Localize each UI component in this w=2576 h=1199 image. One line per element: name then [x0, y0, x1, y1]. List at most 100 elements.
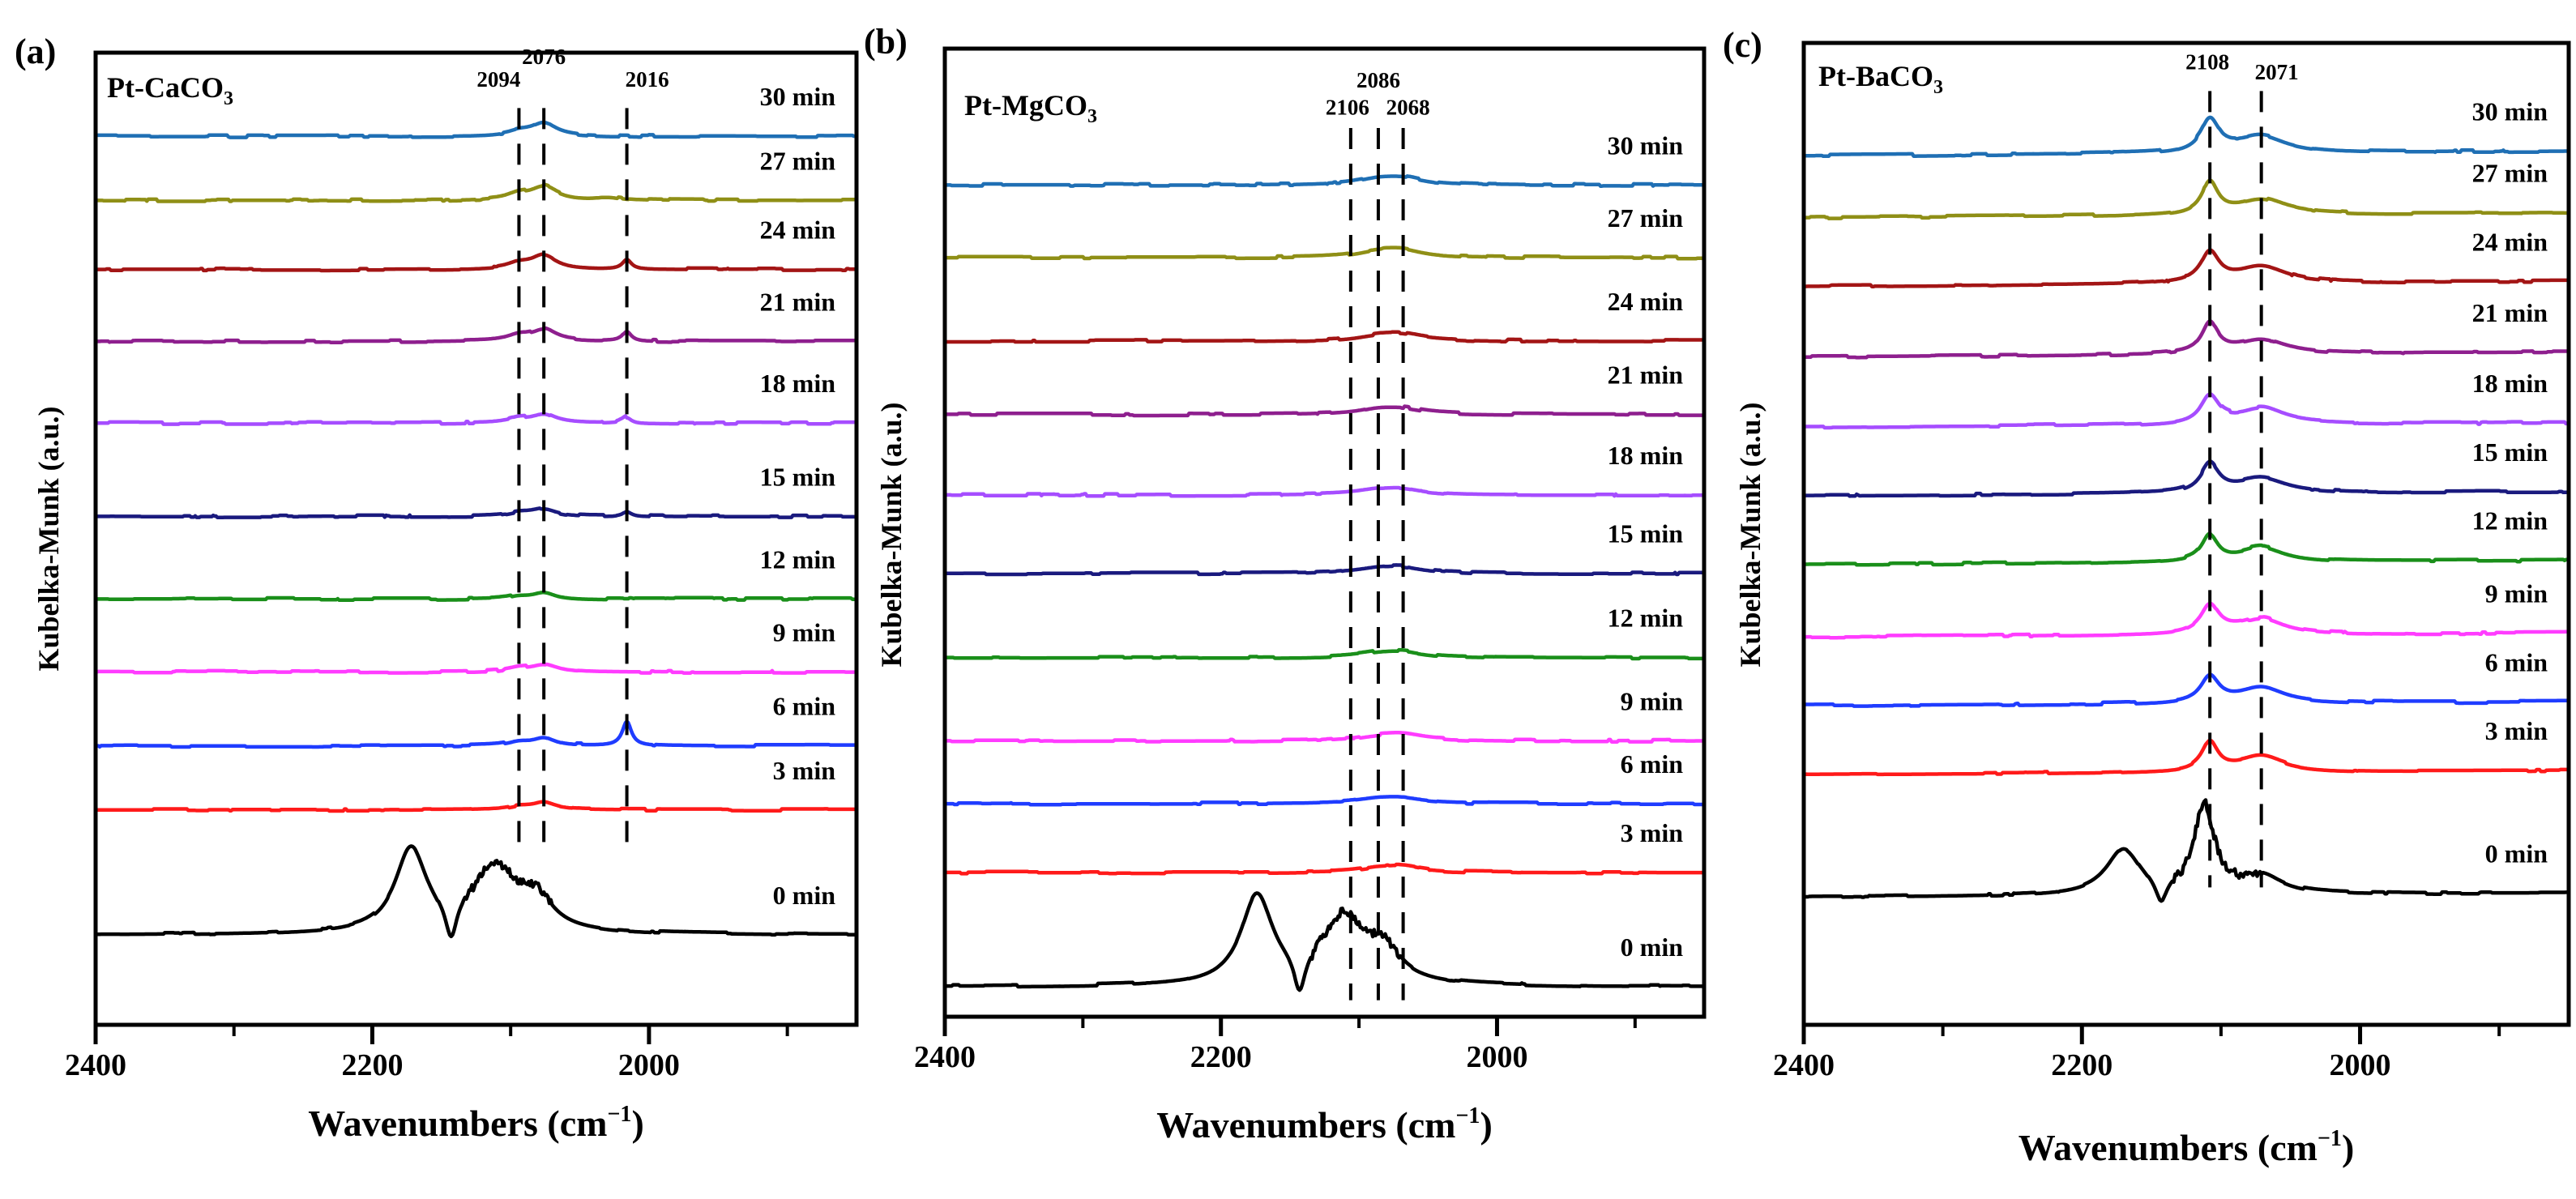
- series-line-12-min: [944, 647, 1705, 661]
- series-label: 12 min: [760, 544, 836, 574]
- series-label: 21 min: [760, 287, 836, 316]
- series-line-6-min: [944, 795, 1705, 807]
- sample-title: Pt-MgCO3: [964, 89, 1097, 127]
- sample-title-sub: 3: [224, 88, 233, 109]
- x-tick-label: 2000: [1466, 1040, 1527, 1074]
- series-label: 0 min: [773, 881, 836, 910]
- x-tick-label: 2200: [2051, 1048, 2112, 1082]
- series-label: 30 min: [2472, 96, 2548, 126]
- peak-marker-label: 2094: [476, 67, 520, 92]
- series-label: 0 min: [2485, 839, 2548, 868]
- series-line-21-min: [1803, 319, 2570, 360]
- x-tick-label: 2200: [1190, 1040, 1252, 1074]
- panel-label: (a): [15, 32, 56, 71]
- panel-label: (b): [864, 22, 908, 62]
- series-label: 15 min: [2472, 437, 2548, 467]
- plot-frame: [93, 50, 859, 1027]
- series-label: 24 min: [760, 215, 836, 245]
- x-tick-label: 2400: [65, 1048, 126, 1082]
- series-line-27-min: [1803, 178, 2570, 220]
- series-line-27-min: [95, 182, 857, 203]
- series-label: 3 min: [773, 756, 836, 785]
- series-line-12-min: [95, 591, 857, 603]
- series-line-12-min: [1803, 531, 2570, 567]
- peak-marker-label: 2106: [1326, 95, 1369, 119]
- series-label: 3 min: [2485, 716, 2548, 745]
- series-label: 24 min: [1608, 287, 1684, 316]
- x-axis-label-sup: −1: [1455, 1103, 1480, 1129]
- series-line-9-min: [1803, 601, 2570, 640]
- series-label: 21 min: [1608, 361, 1684, 390]
- x-axis-label-main: Wavenumbers (cm: [1156, 1104, 1455, 1146]
- sample-title: Pt-CaCO3: [107, 71, 233, 109]
- plot-frame: [1801, 41, 2571, 1027]
- x-axis-label: Wavenumbers (cm−1): [2019, 1126, 2355, 1168]
- peak-marker-label: 2076: [522, 45, 566, 69]
- series-label: 30 min: [1608, 130, 1684, 160]
- series-label: 6 min: [1621, 749, 1684, 779]
- peak-marker-label: 2071: [2255, 60, 2299, 84]
- series-label: 0 min: [1621, 932, 1684, 962]
- series-line-18-min: [1803, 392, 2570, 430]
- series-line-6-min: [95, 719, 857, 749]
- x-axis-label-main: Wavenumbers (cm: [2019, 1127, 2318, 1168]
- series-line-6-min: [1802, 672, 2570, 708]
- series-label: 27 min: [1608, 203, 1684, 233]
- series-label: 12 min: [1608, 604, 1684, 633]
- series-label: 18 min: [760, 369, 836, 398]
- series-line-24-min: [1803, 248, 2570, 289]
- series-line-0-min: [95, 844, 857, 939]
- x-axis-label-sup: −1: [607, 1102, 631, 1127]
- peak-marker-label: 2068: [1386, 95, 1430, 119]
- series-line-9-min: [95, 662, 857, 675]
- series-line-24-min: [943, 330, 1705, 344]
- series-label: 15 min: [760, 462, 836, 491]
- sample-title-main: Pt-CaCO: [107, 71, 224, 104]
- plot-frame: [942, 46, 1707, 1019]
- series-line-3-min: [1803, 738, 2570, 777]
- sample-title-main: Pt-MgCO: [964, 89, 1087, 122]
- series-label: 27 min: [760, 146, 836, 175]
- series-label: 6 min: [773, 692, 836, 721]
- series-line-27-min: [944, 245, 1705, 261]
- x-axis-label-end: ): [2342, 1127, 2354, 1168]
- series-label: 9 min: [1621, 686, 1684, 715]
- y-axis-label: Kubelka-Munk (a.u.): [32, 406, 65, 671]
- x-tick-label: 2400: [914, 1040, 976, 1074]
- series-label: 12 min: [2472, 506, 2548, 535]
- x-tick-label: 2400: [1773, 1048, 1835, 1082]
- series-label: 24 min: [2472, 228, 2548, 257]
- x-axis-label: Wavenumbers (cm−1): [1156, 1103, 1493, 1146]
- series-line-21-min: [95, 326, 857, 344]
- y-axis-label: Kubelka-Munk (a.u.): [1734, 402, 1766, 667]
- series-line-30-min: [95, 120, 857, 139]
- series-label: 6 min: [2485, 647, 2548, 676]
- x-axis-label-sup: −1: [2318, 1126, 2342, 1151]
- x-axis-label-end: ): [631, 1103, 643, 1144]
- series-line-15-min: [1803, 459, 2570, 498]
- sample-title-main: Pt-BaCO: [1818, 60, 1933, 92]
- series-line-18-min: [95, 412, 857, 426]
- series-label: 15 min: [1608, 519, 1684, 548]
- series-line-3-min: [95, 800, 857, 813]
- series-label: 18 min: [2472, 369, 2548, 398]
- series-label: 27 min: [2472, 159, 2548, 188]
- series-line-21-min: [944, 404, 1705, 418]
- peak-marker-label: 2086: [1356, 68, 1400, 92]
- series-line-30-min: [944, 174, 1705, 188]
- x-axis-label-end: ): [1480, 1104, 1492, 1146]
- series-label: 30 min: [760, 82, 836, 111]
- sample-title-sub: 3: [1933, 77, 1943, 98]
- series-line-18-min: [944, 485, 1705, 498]
- series-line-15-min: [95, 506, 857, 519]
- x-tick-label: 2000: [618, 1048, 680, 1082]
- series-line-9-min: [944, 731, 1705, 744]
- series-line-0-min: [944, 891, 1705, 992]
- series-label: 9 min: [773, 617, 836, 646]
- series-line-15-min: [944, 563, 1705, 577]
